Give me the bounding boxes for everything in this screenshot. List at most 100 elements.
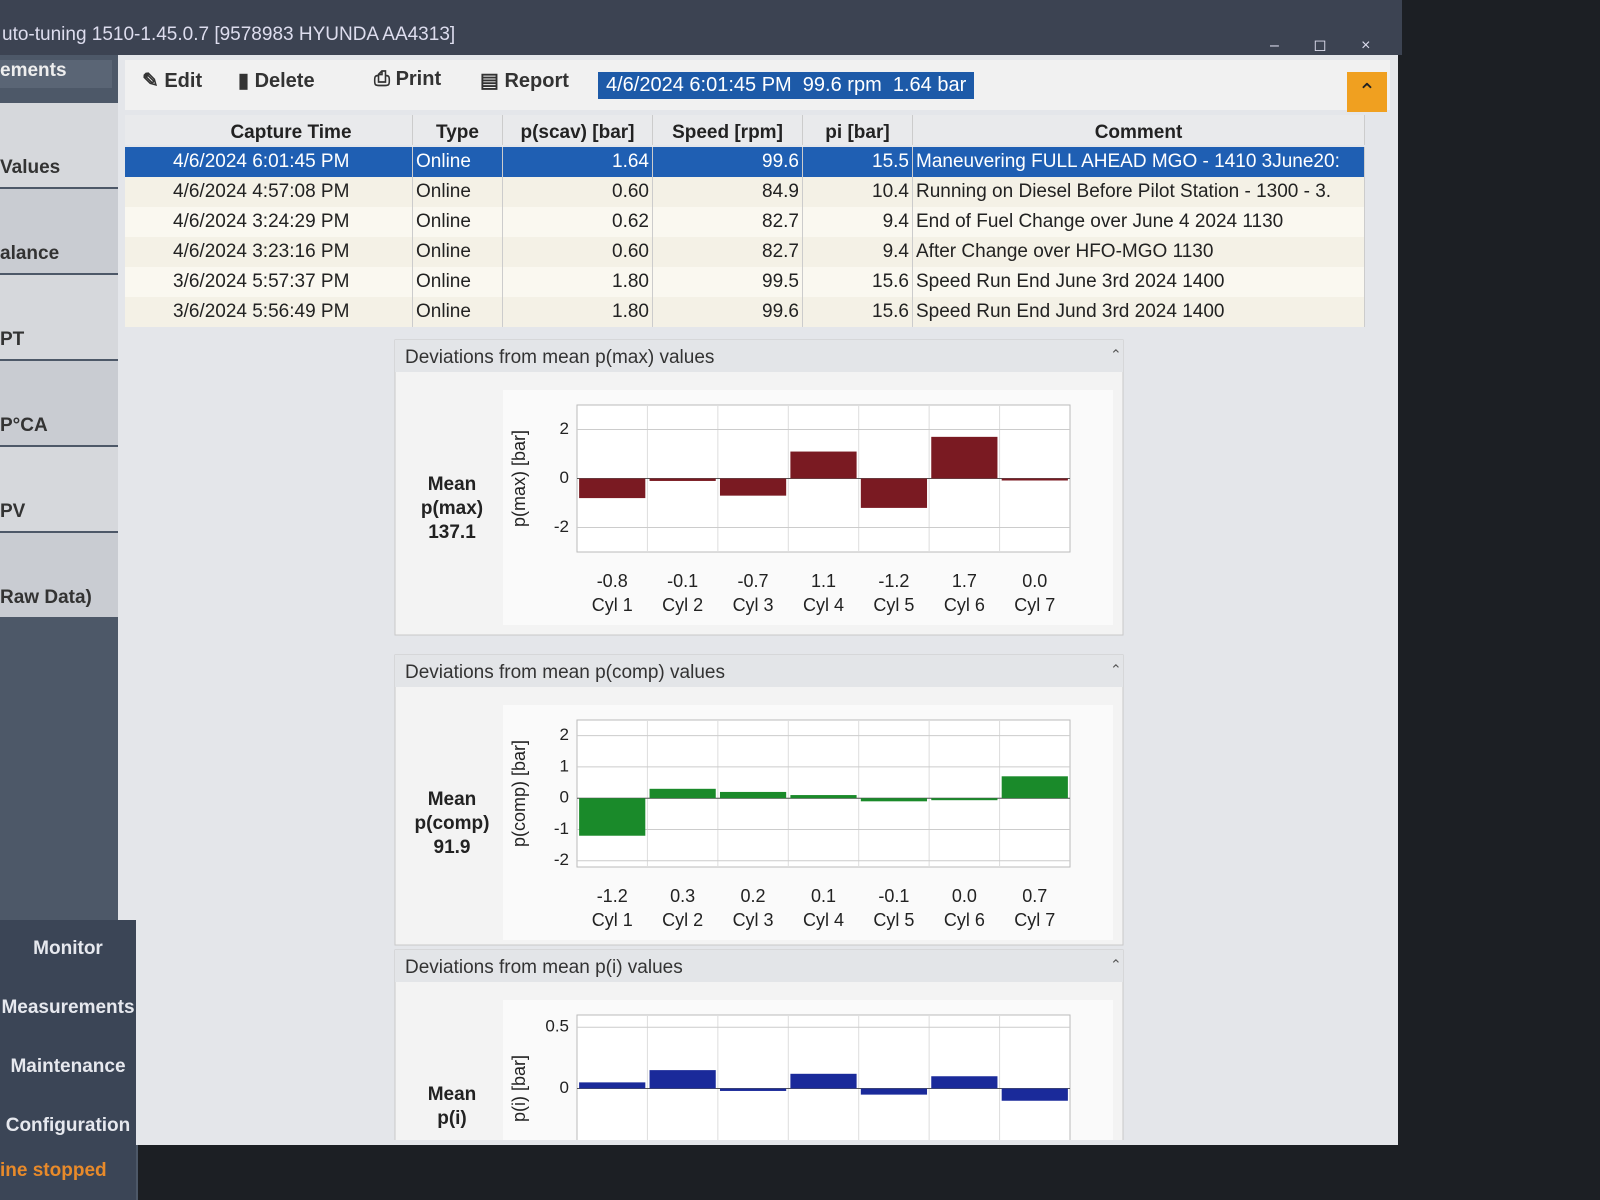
table-row[interactable]: 3/6/2024 5:57:37 PM Online 1.80 99.5 15.6 Spe… <box>125 267 1365 297</box>
value-label: 1.7 <box>952 571 977 591</box>
value-label: -1.2 <box>878 571 909 591</box>
table-cell: 0.60 <box>503 177 653 207</box>
x-tick-label: Cyl 3 <box>733 910 774 930</box>
bar <box>860 478 928 508</box>
bar <box>931 798 998 801</box>
bar <box>1001 776 1068 799</box>
sidebar-item[interactable]: Values <box>0 103 118 187</box>
bar <box>790 1073 857 1089</box>
collapse-caret[interactable]: ⌃ <box>1110 662 1122 678</box>
sidebar-item[interactable]: alance <box>0 189 118 273</box>
edit-button[interactable]: ✎ Edit <box>142 70 203 92</box>
bar <box>790 451 857 479</box>
value-label: -0.1 <box>667 571 698 591</box>
x-tick-label: Cyl 5 <box>873 910 914 930</box>
x-tick-label: Cyl 6 <box>944 910 985 930</box>
sidebar-item[interactable]: P°CA <box>0 361 118 445</box>
x-tick-label: Cyl 4 <box>803 910 844 930</box>
column-header[interactable]: pi [bar] <box>803 115 913 145</box>
x-tick-label: Cyl 2 <box>662 910 703 930</box>
nav-item[interactable]: Configuration <box>5 1115 131 1136</box>
value-label: -0.8 <box>597 571 628 591</box>
panel-header <box>395 655 1123 687</box>
column-header[interactable]: Type <box>413 115 503 145</box>
y-tick-label: 0 <box>560 1078 569 1097</box>
table-cell: 1.80 <box>503 297 653 327</box>
chart-area: Deviations from mean p(max) values ⌃ Mean p… <box>394 339 1124 1140</box>
report-button[interactable]: ▤ Report <box>480 70 569 92</box>
print-button[interactable]: ⎙ Print <box>374 68 442 90</box>
nav-item[interactable]: Maintenance <box>10 1056 126 1077</box>
delete-button[interactable]: ▮ Delete <box>238 70 315 92</box>
sidebar-item-label: PT <box>0 329 25 350</box>
column-header[interactable]: p(scav) [bar] <box>503 115 653 145</box>
table-cell: 3/6/2024 5:57:37 PM <box>170 267 413 297</box>
x-tick-label: Cyl 1 <box>592 910 633 930</box>
mean-label: Mean <box>428 474 477 495</box>
x-tick-label: Cyl 3 <box>733 595 774 615</box>
sidebar-item[interactable]: Raw Data) <box>0 533 118 617</box>
table-cell: 1.64 <box>503 147 653 177</box>
value-label: 0.7 <box>1022 886 1047 906</box>
sidebar-item[interactable]: PV <box>0 447 118 531</box>
value-label: 0.0 <box>952 886 977 906</box>
y-axis-label: p(comp) [bar] <box>509 740 529 847</box>
table-cell: 82.7 <box>653 237 803 267</box>
sidebar-item-label: alance <box>0 243 60 264</box>
table-row[interactable]: 3/6/2024 5:56:49 PM Online 1.80 99.6 15.6 Spe… <box>125 297 1365 327</box>
panel-header <box>395 950 1123 982</box>
collapse-caret[interactable]: ⌃ <box>1110 957 1122 973</box>
table-cell: Online <box>413 297 503 327</box>
y-tick-label: 0 <box>560 788 569 807</box>
table-cell: 9.4 <box>803 207 913 237</box>
value-label: 0.3 <box>670 886 695 906</box>
mean-label: p(comp) <box>415 813 490 834</box>
chart-title: Deviations from mean p(max) values <box>405 347 714 368</box>
x-tick-label: Cyl 1 <box>592 595 633 615</box>
table-cell: 82.7 <box>653 207 803 237</box>
table-row[interactable]: 4/6/2024 4:57:08 PM Online 0.60 84.9 10.4 Run… <box>125 177 1365 207</box>
nav-item[interactable]: Measurements <box>1 997 135 1018</box>
bar <box>1001 1088 1068 1101</box>
bar <box>649 1070 716 1089</box>
bar <box>860 1088 928 1095</box>
y-tick-label: 2 <box>560 725 569 744</box>
mean-label: Mean <box>428 1084 477 1105</box>
collapse-button[interactable]: ⌃ <box>1347 72 1387 112</box>
table-cell: 4/6/2024 6:01:45 PM <box>170 147 413 177</box>
table-cell: Online <box>413 177 503 207</box>
table-row[interactable]: 4/6/2024 6:01:45 PM Online 1.64 99.6 15.5 Man… <box>125 147 1365 177</box>
table-cell: After Change over HFO-MGO 1130 <box>913 237 1365 267</box>
x-tick-label: Cyl 4 <box>803 595 844 615</box>
button-label: Print <box>395 68 442 90</box>
table-cell: End of Fuel Change over June 4 2024 1130 <box>913 207 1365 237</box>
sidebar-item-label: PV <box>0 501 26 522</box>
bar <box>649 478 716 481</box>
window-buttons[interactable]: – ◻ × <box>1270 37 1371 54</box>
bar <box>579 1082 646 1089</box>
column-header[interactable]: Comment <box>913 115 1365 145</box>
y-axis-label: p(max) [bar] <box>509 430 529 527</box>
value-label: -1.2 <box>597 886 628 906</box>
table-row[interactable]: 4/6/2024 3:24:29 PM Online 0.62 82.7 9.4 End … <box>125 207 1365 237</box>
sidebar-header[interactable]: ements <box>0 60 112 88</box>
bar <box>719 478 787 496</box>
table-row[interactable]: 4/6/2024 3:23:16 PM Online 0.60 82.7 9.4 Afte… <box>125 237 1365 267</box>
column-header[interactable]: Speed [rpm] <box>653 115 803 145</box>
sidebar-item[interactable]: PT <box>0 275 118 359</box>
table-cell: 4/6/2024 3:23:16 PM <box>170 237 413 267</box>
table-cell: Online <box>413 147 503 177</box>
table-cell: 1.80 <box>503 267 653 297</box>
bar <box>579 478 646 499</box>
value-label: 0.2 <box>741 886 766 906</box>
nav-item[interactable]: Monitor <box>33 938 103 959</box>
collapse-caret[interactable]: ⌃ <box>1110 347 1122 363</box>
column-header[interactable]: Capture Time <box>170 115 413 145</box>
value-label: 0.0 <box>1022 571 1047 591</box>
y-tick-label: 2 <box>560 419 569 438</box>
bar <box>1001 478 1068 481</box>
table-cell: 99.5 <box>653 267 803 297</box>
mean-label: p(i) <box>437 1108 467 1129</box>
table-cell: Online <box>413 207 503 237</box>
y-tick-label: 1 <box>560 756 569 775</box>
